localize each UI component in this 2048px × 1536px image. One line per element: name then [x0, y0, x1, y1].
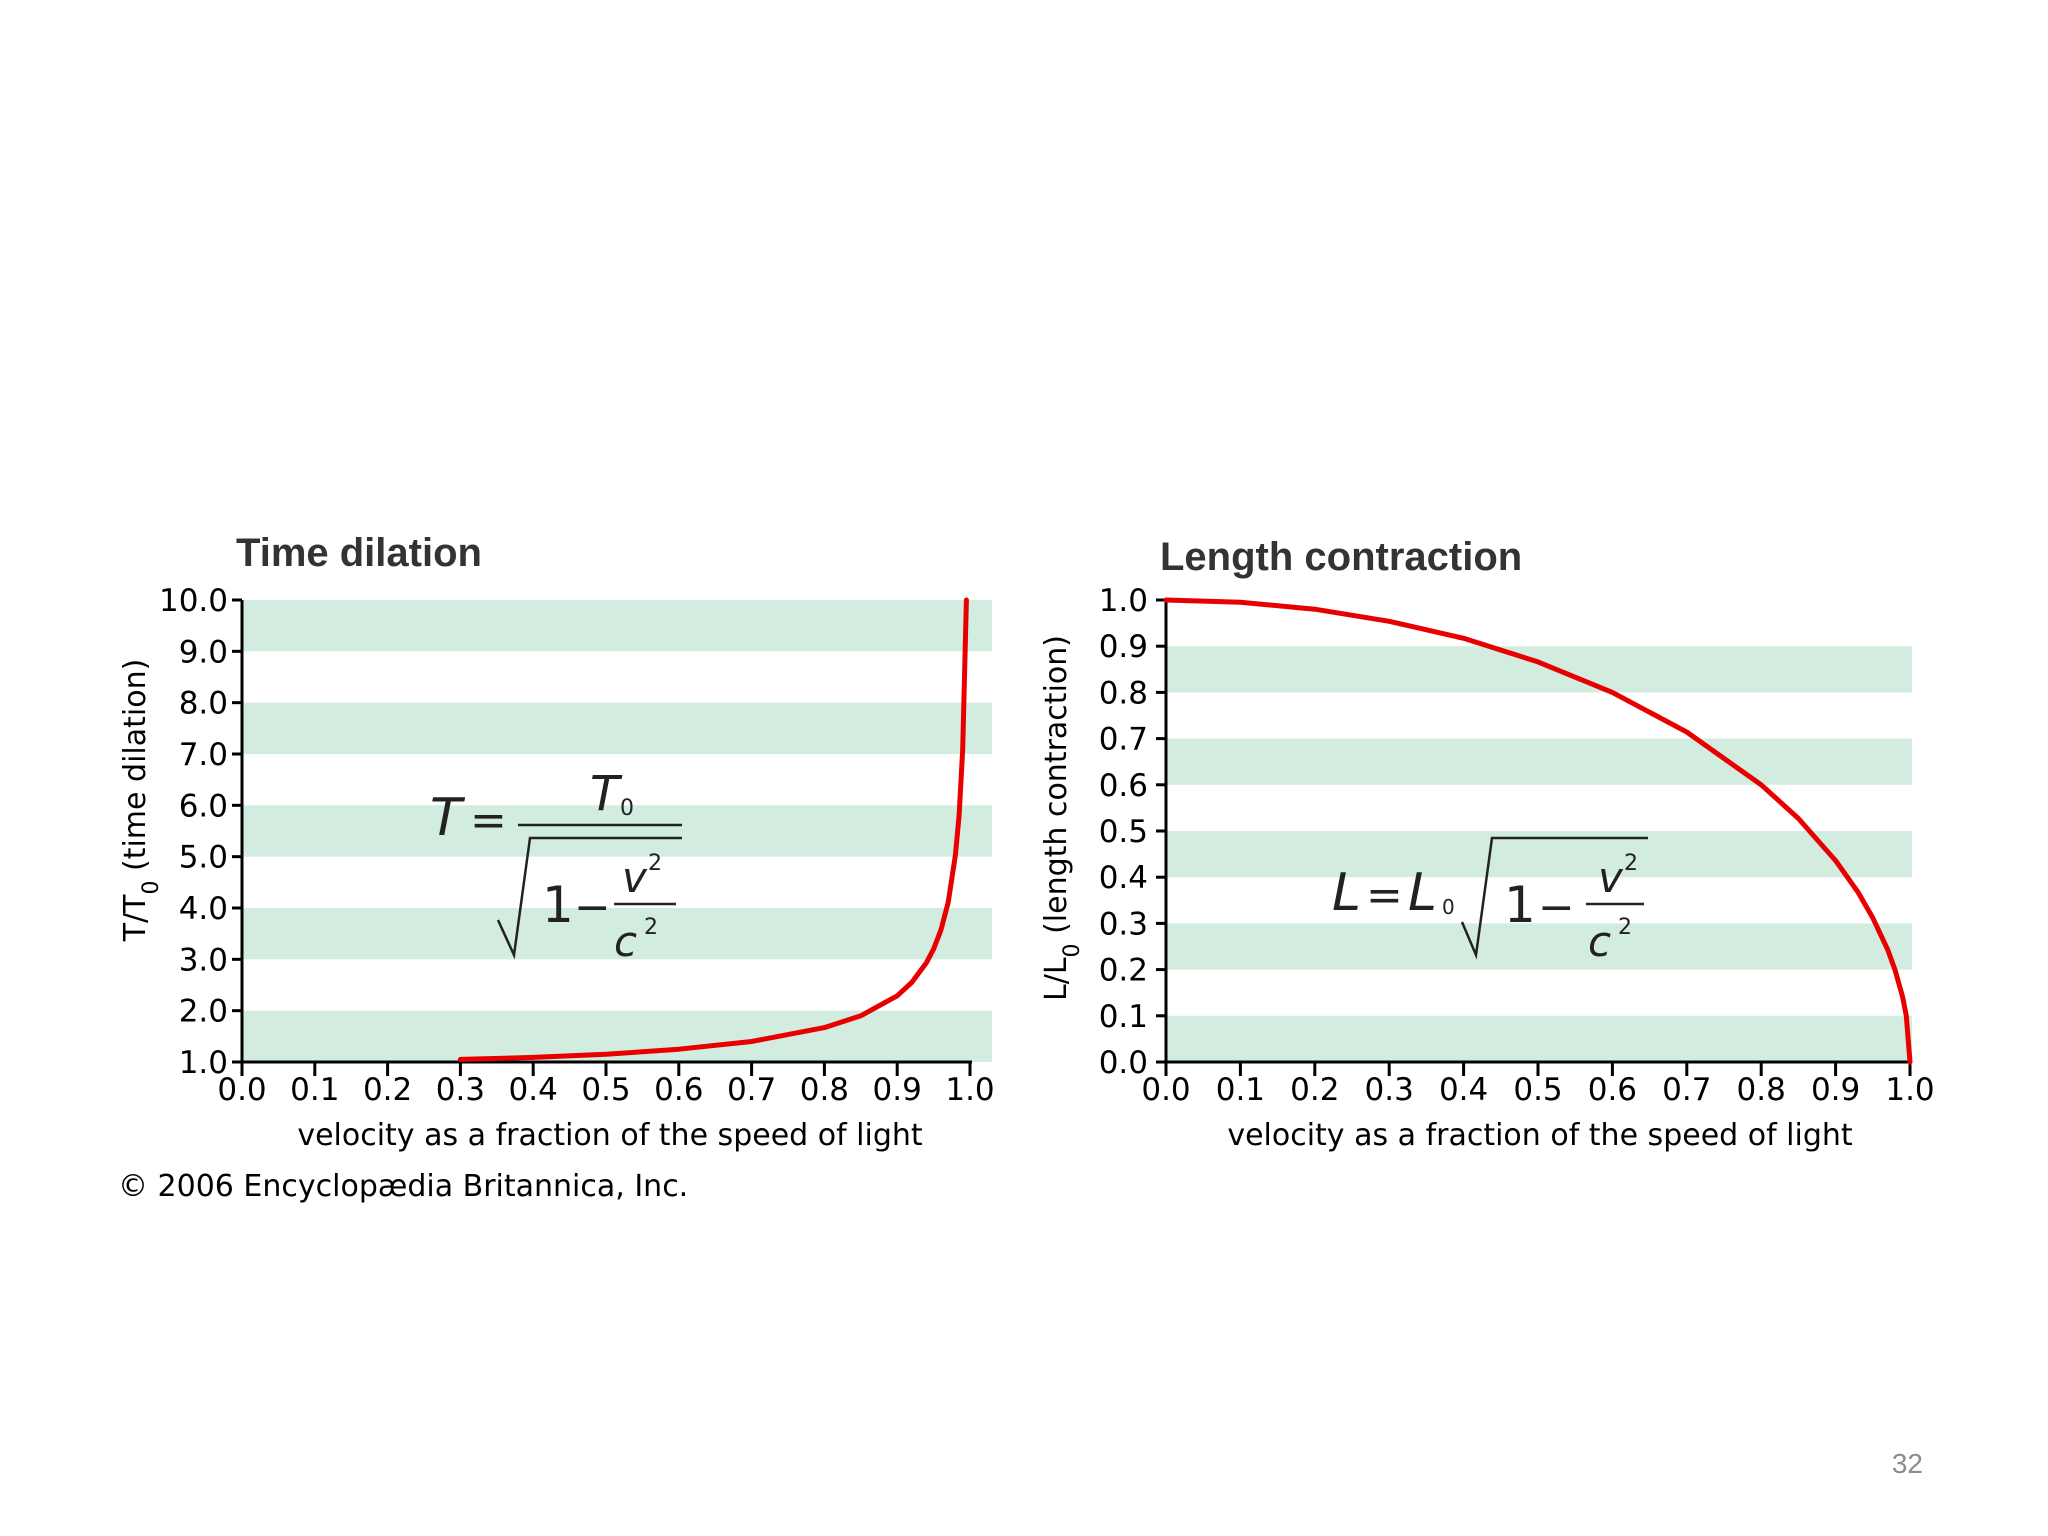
copyright-notice: © 2006 Encyclopædia Britannica, Inc. [118, 1169, 688, 1204]
time-dilation-x-tick-label: 0.2 [363, 1072, 412, 1108]
formula-c: c [1588, 917, 1611, 966]
time-dilation-band-3 [242, 702, 992, 754]
formula-v-exponent: 2 [648, 851, 662, 876]
time-dilation-band-2 [242, 805, 992, 857]
time-dilation-x-tick-label: 0.9 [873, 1072, 922, 1108]
time-dilation-y-tick-label: 1.0 [179, 1045, 228, 1081]
time-dilation-formula: T = T 0 1 − v 2 c 2 [430, 766, 682, 966]
time-dilation-x-tick-label: 0.1 [290, 1072, 339, 1108]
formula-lhs: T [430, 788, 466, 848]
length-contraction-x-tick-label: 0.8 [1737, 1072, 1786, 1108]
time-dilation-y-ticks: 1.0 2.0 3.0 4.0 5.0 6.0 7.0 8.0 9.0 10.0 [159, 583, 242, 1081]
length-contraction-y-tick-label: 0.5 [1099, 814, 1148, 850]
time-dilation-x-tick-label: 0.0 [217, 1072, 266, 1108]
length-contraction-y-tick-label: 0.7 [1099, 722, 1148, 758]
page-number: 32 [1891, 1448, 1923, 1479]
length-contraction-curve [1163, 597, 1913, 1065]
time-dilation-y-tick-label: 5.0 [179, 840, 228, 876]
length-contraction-y-axis-title: L/L0 (length contraction) [1039, 635, 1085, 1001]
time-dilation-x-tick-label: 0.3 [436, 1072, 485, 1108]
length-contraction-band-3 [1166, 738, 1912, 785]
length-contraction-x-tick-label: 0.6 [1588, 1072, 1637, 1108]
time-dilation-y-tick-label: 2.0 [179, 994, 228, 1030]
length-contraction-chart: Length contraction L/L0 (length contract… [1039, 535, 1935, 1153]
time-dilation-band-4 [242, 600, 992, 652]
formula-v: v [622, 853, 648, 902]
time-dilation-bands [242, 600, 992, 1062]
length-contraction-y-tick-label: 0.2 [1099, 953, 1148, 989]
length-contraction-bands [1166, 646, 1912, 1062]
formula-factor: L [1408, 863, 1437, 923]
time-dilation-x-tick-label: 0.5 [581, 1072, 630, 1108]
time-dilation-y-tick-label: 7.0 [179, 737, 228, 773]
length-contraction-y-tick-label: 0.1 [1099, 999, 1148, 1035]
formula-one: 1 [542, 876, 574, 934]
time-dilation-x-axis-title: velocity as a fraction of the speed of l… [297, 1118, 923, 1153]
length-contraction-title: Length contraction [1160, 535, 1522, 579]
time-dilation-x-tick-label: 0.7 [727, 1072, 776, 1108]
formula-v: v [1598, 853, 1624, 902]
time-dilation-title: Time dilation [236, 531, 482, 575]
length-contraction-x-axis-title: velocity as a fraction of the speed of l… [1227, 1118, 1853, 1153]
time-dilation-x-tick-label: 0.6 [654, 1072, 703, 1108]
time-dilation-y-tick-label: 10.0 [159, 583, 228, 619]
formula-lhs: L [1332, 863, 1361, 923]
formula-c-exponent: 2 [1618, 915, 1632, 940]
time-dilation-y-tick-label: 4.0 [179, 891, 228, 927]
length-contraction-band-4 [1166, 646, 1912, 693]
time-dilation-x-tick-label: 1.0 [945, 1072, 994, 1108]
formula-sqrt-sign [1460, 836, 1648, 960]
time-dilation-y-axis-title: T/T0 (time dilation) [118, 659, 164, 943]
time-dilation-y-tick-label: 6.0 [179, 788, 228, 824]
time-dilation-y-tick-label: 9.0 [179, 634, 228, 670]
length-contraction-y-tick-label: 0.3 [1099, 906, 1148, 942]
formula-factor-subscript: 0 [1442, 895, 1455, 919]
formula-c: c [614, 917, 637, 966]
time-dilation-x-tick-label: 0.8 [800, 1072, 849, 1108]
formula-equals: = [1366, 870, 1403, 921]
formula-sqrt-sign [496, 836, 682, 960]
length-contraction-x-tick-label: 0.4 [1439, 1072, 1488, 1108]
time-dilation-x-tick-label: 0.4 [509, 1072, 558, 1108]
length-contraction-y-tick-label: 0.4 [1099, 860, 1148, 896]
time-dilation-curve [457, 597, 969, 1062]
length-contraction-x-tick-label: 1.0 [1885, 1072, 1934, 1108]
formula-c-exponent: 2 [644, 915, 658, 940]
length-contraction-y-tick-label: 0.8 [1099, 675, 1148, 711]
length-contraction-x-tick-label: 0.0 [1141, 1072, 1190, 1108]
length-contraction-x-tick-label: 0.9 [1811, 1072, 1860, 1108]
length-contraction-band-1 [1166, 923, 1912, 970]
length-contraction-y-tick-label: 1.0 [1099, 583, 1148, 619]
formula-minus: − [574, 882, 611, 933]
length-contraction-formula: L = L 0 1 − v 2 c 2 [1332, 836, 1648, 966]
length-contraction-y-tick-label: 0.9 [1099, 629, 1148, 665]
formula-numerator: T [590, 766, 623, 822]
length-contraction-band-0 [1166, 1015, 1912, 1062]
time-dilation-axes [232, 600, 972, 1064]
length-contraction-y-tick-label: 0.0 [1099, 1045, 1148, 1081]
formula-minus: − [1538, 882, 1575, 933]
time-dilation-x-ticks: 0.0 0.1 0.2 0.3 0.4 0.5 0.6 0.7 0.8 0.9 1.0 [217, 1062, 995, 1108]
time-dilation-y-tick-label: 3.0 [179, 942, 228, 978]
length-contraction-y-tick-label: 0.6 [1099, 768, 1148, 804]
length-contraction-x-tick-label: 0.1 [1216, 1072, 1265, 1108]
time-dilation-band-1 [242, 908, 992, 960]
formula-equals: = [470, 795, 507, 846]
length-contraction-y-ticks: 0.0 0.1 0.2 0.3 0.4 0.5 0.6 0.7 0.8 0.9 1.0 [1099, 583, 1166, 1081]
length-contraction-x-ticks: 0.0 0.1 0.2 0.3 0.4 0.5 0.6 0.7 0.8 0.9 1.0 [1141, 1062, 1935, 1108]
time-dilation-y-tick-label: 8.0 [179, 686, 228, 722]
length-contraction-x-tick-label: 0.3 [1365, 1072, 1414, 1108]
time-dilation-chart: Time dilation T/T0 (time dilation) veloc… [118, 531, 995, 1153]
length-contraction-x-tick-label: 0.5 [1513, 1072, 1562, 1108]
length-contraction-x-tick-label: 0.7 [1662, 1072, 1711, 1108]
length-contraction-x-tick-label: 0.2 [1290, 1072, 1339, 1108]
formula-numerator-subscript: 0 [620, 796, 634, 821]
formula-v-exponent: 2 [1624, 851, 1638, 876]
formula-one: 1 [1504, 876, 1536, 934]
